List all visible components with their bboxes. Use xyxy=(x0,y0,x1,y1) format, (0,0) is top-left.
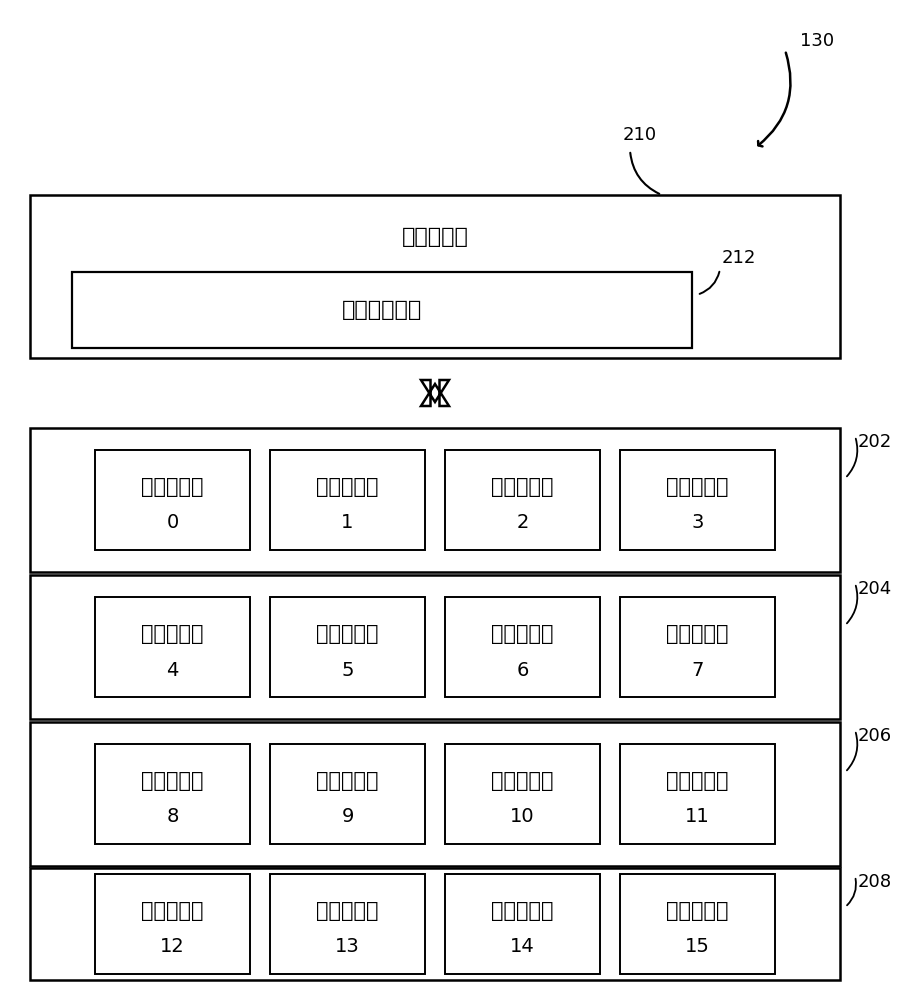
Text: 12: 12 xyxy=(161,938,185,956)
Bar xyxy=(270,874,425,974)
Text: 208: 208 xyxy=(858,873,893,891)
Text: 0: 0 xyxy=(166,514,179,532)
Bar xyxy=(620,597,775,697)
Text: 处理单元核: 处理单元核 xyxy=(317,477,379,497)
Text: 4: 4 xyxy=(166,660,179,680)
Text: 存储单元核: 存储单元核 xyxy=(402,227,468,247)
Text: 处理单元核: 处理单元核 xyxy=(666,901,728,921)
Bar xyxy=(30,195,840,358)
Text: 1: 1 xyxy=(342,514,353,532)
Text: 204: 204 xyxy=(858,580,893,598)
Text: 9: 9 xyxy=(342,808,353,826)
Text: 10: 10 xyxy=(510,808,535,826)
Text: 8: 8 xyxy=(166,808,179,826)
Text: 处理单元核: 处理单元核 xyxy=(492,624,553,644)
Bar xyxy=(445,450,600,550)
Text: 2: 2 xyxy=(517,514,528,532)
Bar xyxy=(30,722,840,866)
Bar xyxy=(30,575,840,719)
Text: 14: 14 xyxy=(510,938,535,956)
Bar xyxy=(95,744,250,844)
Text: 处理单元核: 处理单元核 xyxy=(666,771,728,791)
Text: 212: 212 xyxy=(722,249,756,267)
Text: 5: 5 xyxy=(341,660,353,680)
Text: 130: 130 xyxy=(800,32,834,50)
Bar xyxy=(445,597,600,697)
Bar xyxy=(620,744,775,844)
Bar xyxy=(270,744,425,844)
Text: 206: 206 xyxy=(858,727,893,745)
Bar xyxy=(445,744,600,844)
Text: 处理单元核: 处理单元核 xyxy=(666,624,728,644)
Text: 处理单元核: 处理单元核 xyxy=(141,477,204,497)
Bar xyxy=(445,874,600,974)
Text: 7: 7 xyxy=(692,660,703,680)
Text: 处理单元核: 处理单元核 xyxy=(317,901,379,921)
Text: 6: 6 xyxy=(517,660,528,680)
Text: 处理单元核: 处理单元核 xyxy=(666,477,728,497)
Bar xyxy=(270,450,425,550)
Text: 210: 210 xyxy=(623,126,658,144)
Bar xyxy=(30,868,840,980)
Text: 15: 15 xyxy=(685,938,710,956)
Text: 处理单元核: 处理单元核 xyxy=(492,901,553,921)
Text: 处理单元核: 处理单元核 xyxy=(317,624,379,644)
Bar xyxy=(95,597,250,697)
Text: 处理单元核: 处理单元核 xyxy=(317,771,379,791)
Polygon shape xyxy=(421,380,449,406)
Text: 处理单元核: 处理单元核 xyxy=(141,771,204,791)
Text: 共享存储单元: 共享存储单元 xyxy=(342,300,422,320)
Text: 3: 3 xyxy=(692,514,703,532)
Text: 处理单元核: 处理单元核 xyxy=(141,901,204,921)
Bar xyxy=(620,874,775,974)
Text: 11: 11 xyxy=(685,808,710,826)
Bar xyxy=(95,450,250,550)
Text: 处理单元核: 处理单元核 xyxy=(141,624,204,644)
Bar xyxy=(270,597,425,697)
Text: 处理单元核: 处理单元核 xyxy=(492,477,553,497)
Bar xyxy=(620,450,775,550)
Text: 202: 202 xyxy=(858,433,893,451)
Bar xyxy=(30,428,840,572)
Text: 13: 13 xyxy=(335,938,360,956)
Bar xyxy=(72,272,692,348)
Bar xyxy=(95,874,250,974)
Text: 处理单元核: 处理单元核 xyxy=(492,771,553,791)
